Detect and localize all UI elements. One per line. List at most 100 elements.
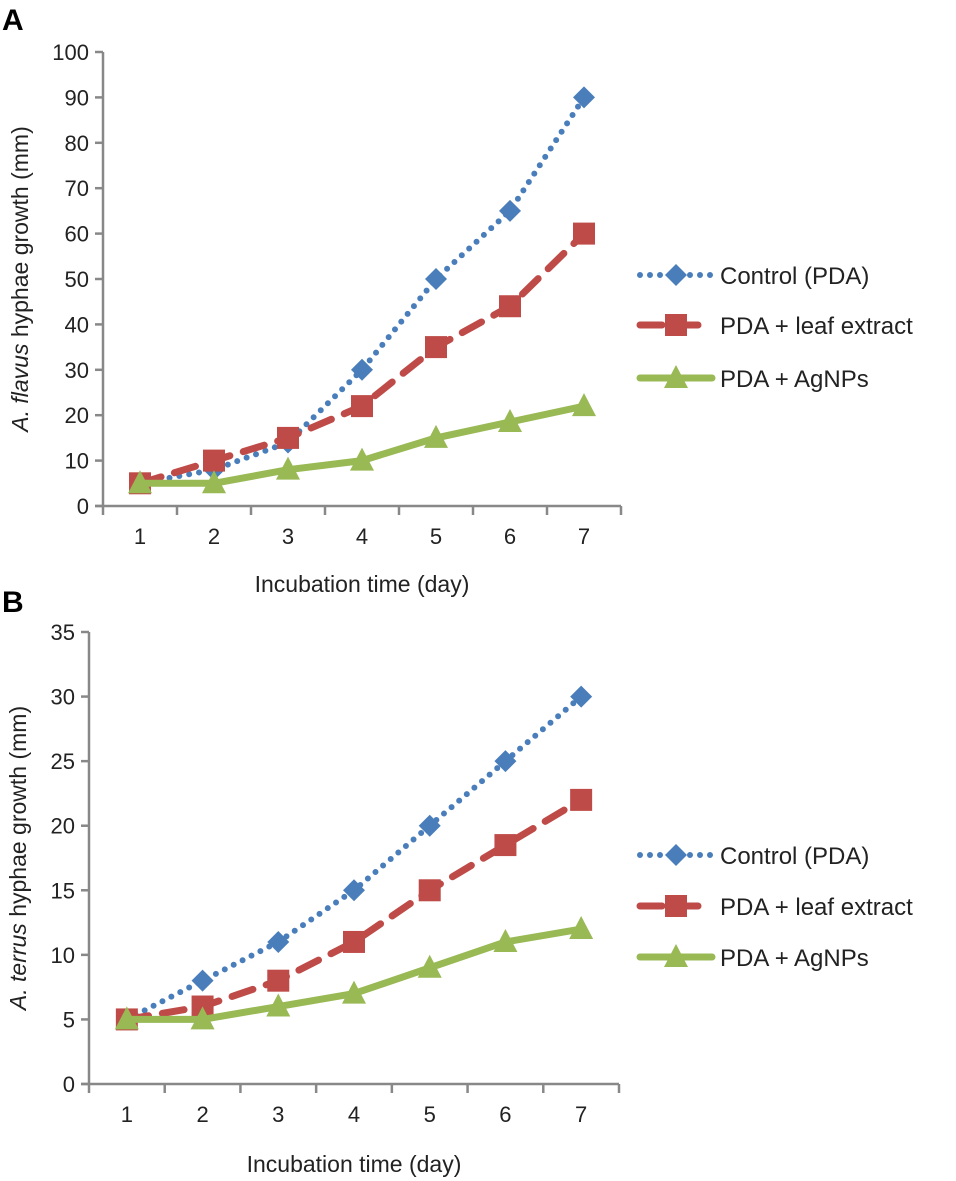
legend-item: PDA + leaf extract xyxy=(636,894,913,921)
diamond-marker xyxy=(267,930,290,953)
triangle-marker xyxy=(493,928,518,952)
triangle-marker xyxy=(498,409,522,433)
panel-label: A xyxy=(2,4,24,37)
y-tick-label: 80 xyxy=(65,131,89,156)
x-tick-label: 2 xyxy=(196,1102,208,1127)
y-axis-label-species: A. terrus xyxy=(5,923,31,1012)
square-marker xyxy=(494,834,517,857)
y-tick-label: 10 xyxy=(65,449,89,474)
y-tick-label: 30 xyxy=(51,685,75,710)
triangle-marker xyxy=(424,424,448,448)
y-tick-label: 15 xyxy=(51,878,75,903)
legend-item: PDA + leaf extract xyxy=(636,313,913,340)
x-tick-label: 2 xyxy=(208,524,220,549)
diamond-marker xyxy=(499,199,521,222)
y-tick-label: 60 xyxy=(65,222,89,247)
triangle-marker xyxy=(342,980,366,1004)
diamond-marker xyxy=(351,358,373,381)
x-tick-label: 7 xyxy=(575,1102,587,1127)
y-axis-label-rest: hyphae growth (mm) xyxy=(7,126,33,343)
x-axis-label: Incubation time (day) xyxy=(247,1151,462,1177)
triangle-marker xyxy=(202,470,226,494)
series-diamond xyxy=(115,685,593,1031)
triangle-marker xyxy=(128,470,152,494)
y-tick-label: 40 xyxy=(65,312,89,337)
legend-item: Control (PDA) xyxy=(637,843,869,870)
diamond-marker xyxy=(494,750,517,773)
diamond-marker xyxy=(418,814,441,837)
y-tick-label: 100 xyxy=(52,40,89,65)
legend-label: PDA + AgNPs xyxy=(720,366,869,393)
y-axis-label: A. flavus hyphae growth (mm) xyxy=(7,126,33,434)
panel-label: B xyxy=(2,586,24,619)
triangle-marker xyxy=(664,944,688,967)
legend-label: PDA + leaf extract xyxy=(720,894,913,921)
square-marker xyxy=(665,314,687,336)
x-axis-label: Incubation time (day) xyxy=(255,571,470,597)
x-tick-label: 6 xyxy=(504,524,516,549)
triangle-marker xyxy=(266,993,291,1017)
x-tick-label: 3 xyxy=(272,1102,284,1127)
x-tick-label: 5 xyxy=(430,524,442,549)
square-marker xyxy=(570,788,593,811)
square-marker xyxy=(499,295,521,318)
legend-item: PDA + AgNPs xyxy=(636,944,869,972)
x-tick-label: 1 xyxy=(121,1102,133,1127)
legend-label: Control (PDA) xyxy=(720,263,869,290)
legend-label: PDA + AgNPs xyxy=(720,945,869,972)
y-tick-label: 30 xyxy=(65,358,89,383)
y-tick-label: 0 xyxy=(63,1072,75,1097)
diamond-marker xyxy=(343,879,365,902)
series-square xyxy=(129,222,595,495)
triangle-marker xyxy=(114,1006,139,1030)
square-marker xyxy=(203,449,225,472)
y-tick-label: 20 xyxy=(51,814,75,839)
diamond-marker xyxy=(665,264,687,286)
series-line xyxy=(123,693,585,1023)
y-tick-label: 5 xyxy=(63,1007,75,1032)
y-tick-label: 70 xyxy=(65,176,89,201)
square-marker xyxy=(573,222,595,245)
y-axis-label-rest: hyphae growth (mm) xyxy=(5,706,31,923)
x-tick-label: 1 xyxy=(134,524,146,549)
y-tick-label: 0 xyxy=(77,494,89,519)
diamond-marker xyxy=(570,685,593,708)
y-tick-label: 25 xyxy=(51,749,75,774)
square-marker xyxy=(277,426,299,449)
diamond-marker xyxy=(191,969,214,992)
diamond-marker xyxy=(665,844,687,866)
diamond-marker xyxy=(425,268,447,290)
square-marker xyxy=(418,879,441,902)
chart-panel-B: B 0 5 10 15 20 25 30 35 1 2 3 4 5 6 7 Incubation time (d… xyxy=(2,586,913,1177)
series-triangle xyxy=(128,393,596,494)
legend-label: PDA + leaf extract xyxy=(720,313,913,340)
triangle-marker xyxy=(276,456,300,480)
triangle-marker xyxy=(569,916,594,940)
legend-label: Control (PDA) xyxy=(720,843,869,870)
diamond-marker xyxy=(573,86,595,109)
square-marker xyxy=(665,895,687,917)
y-tick-label: 20 xyxy=(65,403,89,428)
legend-item: PDA + AgNPs xyxy=(636,365,869,393)
triangle-marker xyxy=(190,1006,215,1030)
y-axis-label: A. terrus hyphae growth (mm) xyxy=(5,706,31,1012)
x-tick-label: 5 xyxy=(424,1102,436,1127)
legend-item: Control (PDA) xyxy=(637,263,869,290)
x-tick-label: 4 xyxy=(356,524,368,549)
x-tick-label: 4 xyxy=(348,1102,360,1127)
triangle-marker xyxy=(417,954,442,978)
chart-panel-A: A 0 10 20 30 40 50 60 70 80 90 100 1 2 3 4 5 6 7 Incubation… xyxy=(2,4,913,597)
series-line xyxy=(136,230,588,487)
triangle-marker xyxy=(350,447,374,471)
y-axis-label-species: A. flavus xyxy=(7,343,33,434)
triangle-marker xyxy=(664,365,688,388)
series-triangle xyxy=(114,916,594,1030)
square-marker xyxy=(425,336,447,359)
x-tick-label: 6 xyxy=(499,1102,511,1127)
x-tick-label: 3 xyxy=(282,524,294,549)
square-marker xyxy=(343,930,365,953)
x-tick-label: 7 xyxy=(578,524,590,549)
square-marker xyxy=(351,395,373,418)
y-tick-label: 50 xyxy=(65,267,89,292)
